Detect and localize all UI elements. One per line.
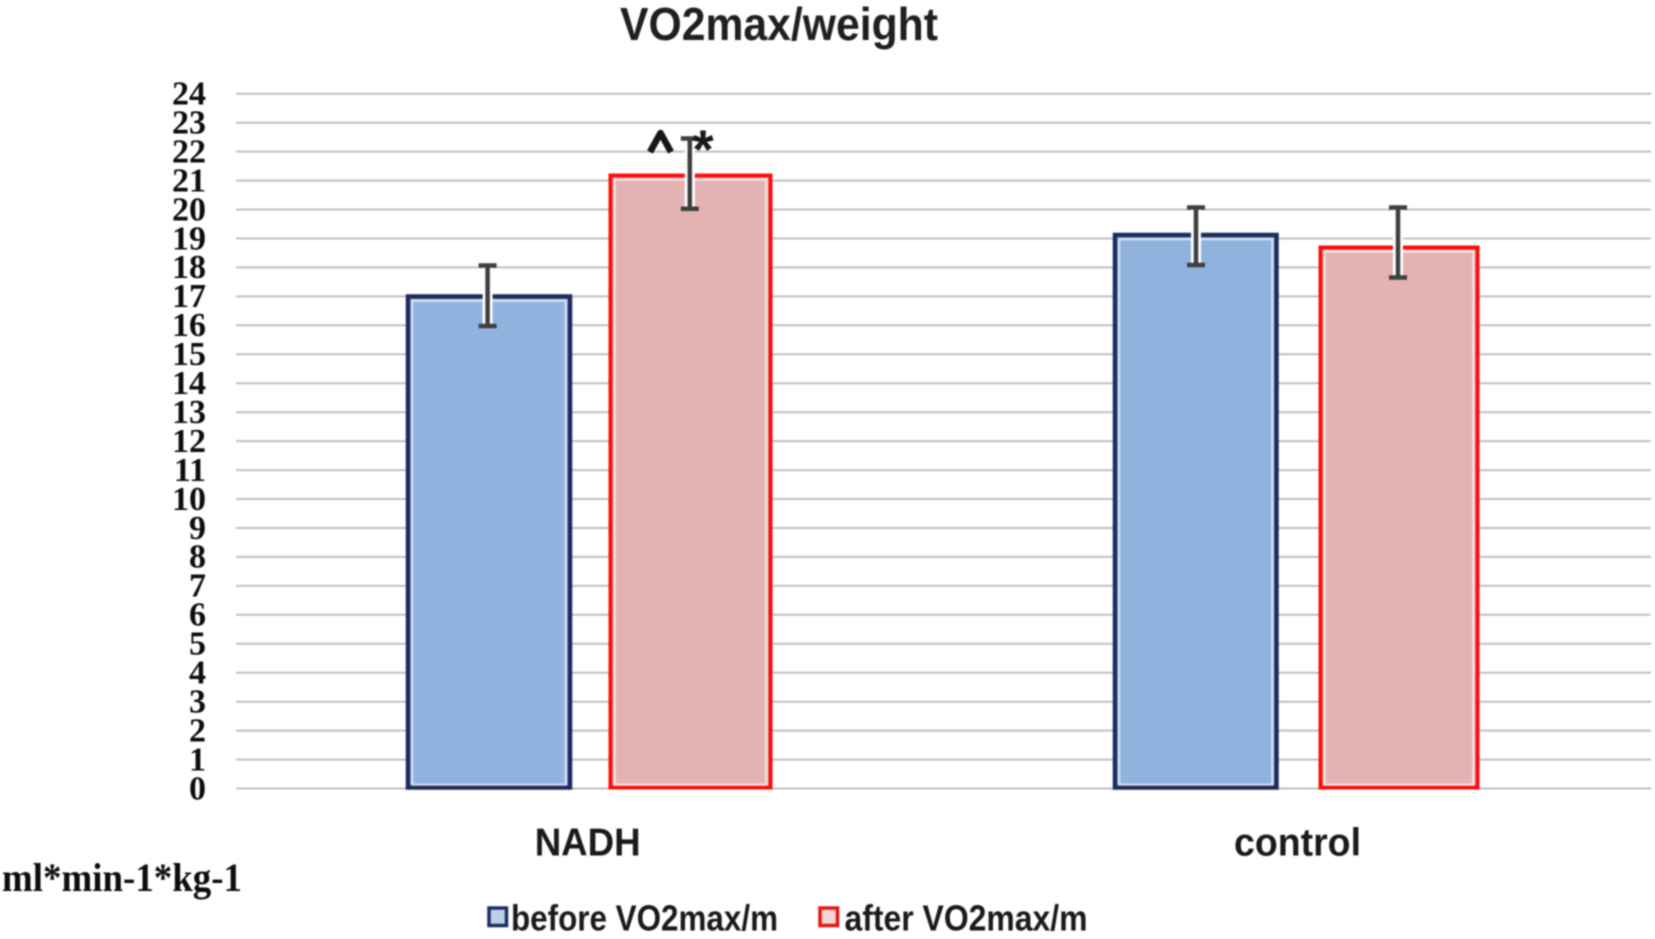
svg-text:5: 5: [189, 626, 206, 663]
svg-text:21: 21: [172, 162, 206, 199]
svg-text:control: control: [1234, 822, 1361, 865]
svg-text:1: 1: [189, 741, 206, 778]
svg-text:7: 7: [189, 568, 206, 605]
svg-text:16: 16: [172, 307, 206, 344]
svg-text:0: 0: [189, 770, 206, 807]
svg-text:ml*min-1*kg-1: ml*min-1*kg-1: [2, 855, 242, 900]
svg-text:23: 23: [172, 105, 206, 142]
svg-text:11: 11: [174, 452, 206, 489]
svg-text:12: 12: [172, 423, 206, 460]
svg-text:after VO2max/m: after VO2max/m: [845, 898, 1088, 939]
svg-text:20: 20: [172, 191, 206, 228]
svg-text:15: 15: [172, 336, 206, 373]
svg-text:*: *: [692, 118, 714, 180]
svg-text:17: 17: [172, 278, 206, 315]
svg-text:24: 24: [172, 76, 206, 113]
svg-text:14: 14: [172, 365, 206, 402]
svg-text:19: 19: [172, 220, 206, 257]
svg-text:2: 2: [189, 712, 206, 749]
svg-text:before VO2max/m: before VO2max/m: [511, 898, 778, 939]
svg-text:VO2max/weight: VO2max/weight: [620, 0, 938, 50]
svg-text:18: 18: [172, 249, 206, 286]
svg-text:13: 13: [172, 394, 206, 431]
svg-text:22: 22: [172, 133, 206, 170]
svg-text:10: 10: [172, 481, 206, 518]
svg-text:9: 9: [189, 510, 206, 547]
svg-text:3: 3: [189, 684, 206, 721]
svg-text:6: 6: [189, 597, 206, 634]
svg-text:NADH: NADH: [535, 822, 641, 865]
svg-text:4: 4: [189, 655, 206, 692]
svg-text:8: 8: [189, 539, 206, 576]
